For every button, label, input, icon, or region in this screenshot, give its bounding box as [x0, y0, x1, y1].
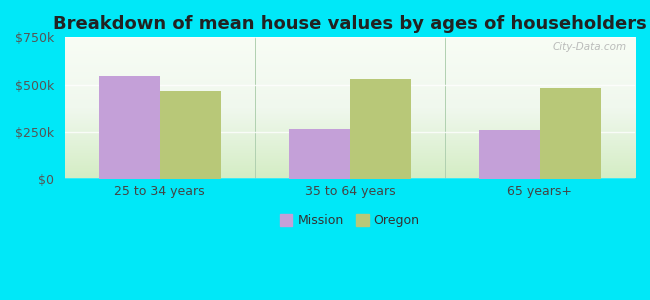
Legend: Mission, Oregon: Mission, Oregon [280, 214, 420, 227]
Bar [479, 130, 540, 179]
Bar [160, 91, 220, 179]
Bar [99, 76, 160, 179]
Bar [350, 79, 411, 179]
Bar [540, 88, 601, 179]
Title: Breakdown of mean house values by ages of householders: Breakdown of mean house values by ages o… [53, 15, 647, 33]
Bar [289, 129, 350, 179]
Text: City-Data.com: City-Data.com [552, 42, 627, 52]
